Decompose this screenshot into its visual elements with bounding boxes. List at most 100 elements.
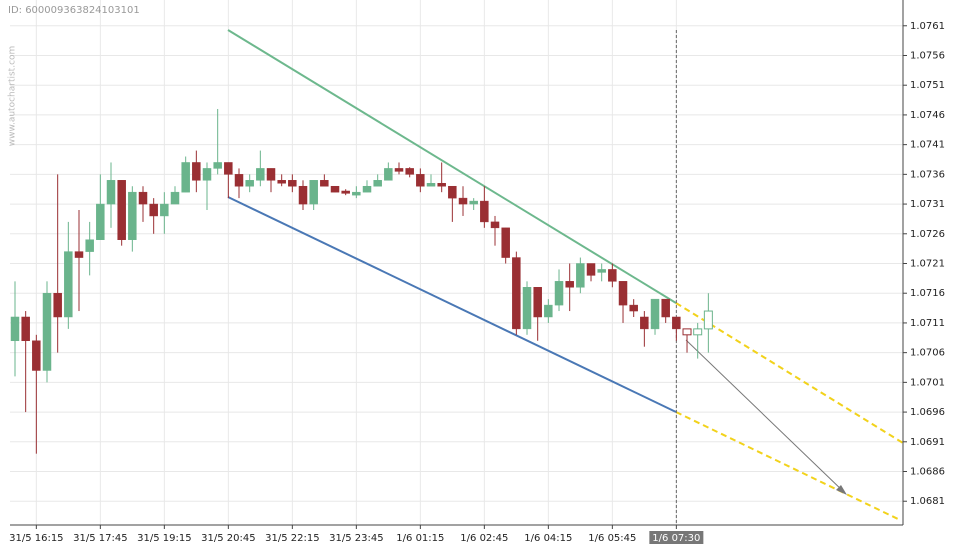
candle-body [117, 180, 126, 240]
x-tick-label: 31/5 22:15 [265, 533, 319, 544]
candle-body [42, 292, 52, 371]
y-tick-label: 1.0686 [910, 467, 945, 478]
candle-body [149, 203, 158, 217]
candle-body [533, 287, 542, 318]
candle-body [650, 298, 660, 330]
candle-body [256, 168, 265, 181]
candle-body [672, 316, 681, 330]
candle-body [693, 328, 703, 336]
candle-body [501, 227, 510, 258]
candle-body [21, 316, 30, 342]
y-tick-label: 1.0711 [910, 318, 945, 329]
candle-body [298, 185, 308, 205]
candle-body [192, 162, 201, 181]
candle-body [629, 304, 638, 312]
x-tick-label: 1/6 01:15 [396, 533, 444, 544]
candle-body [522, 287, 532, 330]
x-tick-label: 31/5 16:15 [9, 533, 63, 544]
y-tick-label: 1.0731 [910, 199, 945, 210]
candle-body [565, 281, 574, 288]
upper-projection [675, 302, 904, 444]
chart-id: ID: 600009363824103101 [8, 5, 140, 16]
candle-body [341, 190, 350, 194]
candle-body [703, 310, 713, 330]
watermark: www.autochartist.com [8, 46, 18, 147]
candle-body [682, 328, 692, 336]
candle-body [373, 180, 382, 187]
candle-body [362, 185, 372, 193]
y-tick-label: 1.0736 [910, 169, 945, 180]
x-tick-label: 31/5 20:45 [201, 533, 255, 544]
y-tick-label: 1.0751 [910, 80, 945, 91]
candle-body [576, 263, 585, 288]
candle-body [74, 251, 84, 258]
y-tick-label: 1.0681 [910, 496, 945, 507]
x-tick-label: 1/6 05:45 [588, 533, 636, 544]
candle-body [640, 316, 649, 330]
candle-body [426, 183, 436, 187]
candle-body [384, 168, 393, 181]
candle-body [234, 174, 244, 187]
candle-body [320, 180, 329, 187]
candle-body [202, 168, 212, 181]
candle-body [490, 221, 500, 229]
candle-body [608, 269, 617, 282]
arrow-head [836, 485, 847, 495]
current-time-box [649, 531, 704, 544]
candle-body [437, 183, 446, 187]
x-tick-label: 31/5 23:45 [329, 533, 383, 544]
y-tick-label: 1.0706 [910, 348, 945, 359]
y-tick-label: 1.0761 [910, 21, 945, 32]
candle-body [416, 174, 425, 187]
y-tick-label: 1.0696 [910, 407, 945, 418]
forecast-arrow [685, 339, 846, 494]
y-tick-label: 1.0741 [910, 140, 945, 151]
candle-body [352, 191, 361, 196]
candle-body [277, 180, 286, 184]
candle-body [85, 239, 94, 252]
y-tick-label: 1.0726 [910, 229, 945, 240]
candle-body [106, 180, 116, 205]
annotations [227, 29, 904, 520]
x-tick-label: 31/5 17:45 [73, 533, 127, 544]
x-tick-label: 1/6 02:45 [460, 533, 508, 544]
candle-body [10, 316, 20, 342]
y-tick-label: 1.0701 [910, 377, 945, 388]
grid [10, 0, 903, 525]
candle-body [160, 203, 169, 217]
y-tick-label: 1.0746 [910, 110, 945, 121]
candle-body [96, 203, 105, 240]
y-tick-label: 1.0721 [910, 259, 945, 270]
candle-body [64, 251, 73, 318]
candle-body [469, 200, 478, 205]
y-tick-label: 1.0756 [910, 50, 945, 61]
candle-body [309, 180, 318, 205]
candle-body [394, 168, 404, 172]
y-tick-label: 1.0691 [910, 437, 945, 448]
x-tick-label: 31/5 19:15 [137, 533, 191, 544]
candle-body [448, 185, 457, 199]
x-tick-label: 1/6 04:15 [524, 533, 572, 544]
candle-body [405, 168, 414, 175]
candle-body [181, 162, 190, 193]
candle-body [288, 180, 297, 187]
x-tick-label: 1/6 07:30 [652, 533, 700, 544]
candle-body [618, 281, 628, 306]
candle-body [266, 168, 276, 181]
candle-body [586, 263, 596, 276]
candle-body [128, 191, 137, 240]
candle-body [32, 340, 41, 371]
candle-body [170, 191, 180, 205]
candle-body [213, 162, 222, 169]
lower-projection [675, 411, 899, 520]
lower-trendline [227, 196, 677, 413]
y-tick-label: 1.0716 [910, 288, 945, 299]
candle-body [661, 298, 670, 318]
candle-body [480, 200, 489, 223]
candle-body [554, 281, 564, 306]
candle-body [224, 162, 233, 175]
candle-body [512, 257, 521, 330]
candle-body [458, 197, 468, 205]
upper-trendline [227, 29, 677, 304]
